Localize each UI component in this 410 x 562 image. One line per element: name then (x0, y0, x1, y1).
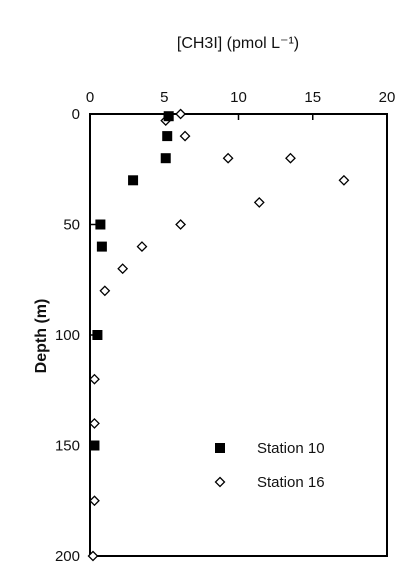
station-16-point (285, 152, 296, 164)
station-10-point (162, 131, 173, 142)
legend-label: Station 10 (257, 440, 325, 457)
x-tick-label: 0 (86, 89, 94, 106)
station-10-point (163, 111, 174, 122)
x-axis-ticks: 0 5 10 15 20 (86, 89, 396, 120)
x-axis-title: [CH3I] (pmol L⁻¹) (177, 35, 299, 52)
y-axis-title: Depth (m) (33, 299, 50, 374)
y-tick-label: 0 (72, 106, 80, 123)
station-10-point (160, 153, 171, 164)
station-16-point (253, 196, 265, 208)
y-tick-label: 200 (55, 548, 80, 562)
station-16-point (89, 373, 100, 385)
station-16-point (338, 174, 350, 186)
y-tick-label: 100 (55, 327, 80, 344)
station-16-point (175, 219, 187, 230)
station-10-point (96, 241, 107, 252)
station-10-point (92, 330, 103, 340)
data-points (87, 108, 350, 562)
station-16-point (89, 495, 100, 507)
station-16-point (222, 152, 234, 164)
station-16-point (89, 417, 100, 429)
station-16-point (175, 108, 187, 120)
legend-marker (215, 443, 225, 453)
legend-marker (214, 476, 226, 488)
station-16-point (136, 241, 148, 253)
station-16-point (87, 550, 99, 562)
station-16-point (179, 130, 191, 142)
y-tick-label: 150 (55, 438, 80, 455)
x-tick-label: 10 (230, 89, 247, 106)
x-tick-label: 15 (304, 89, 321, 106)
station-16-point (99, 285, 111, 297)
station-16-point (117, 263, 129, 275)
station-10-point (128, 175, 139, 186)
y-tick-label: 50 (63, 217, 80, 234)
x-tick-label: 20 (379, 89, 396, 106)
station-10-point (95, 219, 106, 230)
station-10-point (89, 440, 100, 451)
legend: Station 10 Station 16 (214, 440, 325, 491)
x-tick-label: 5 (160, 89, 168, 106)
legend-label: Station 16 (257, 474, 325, 491)
